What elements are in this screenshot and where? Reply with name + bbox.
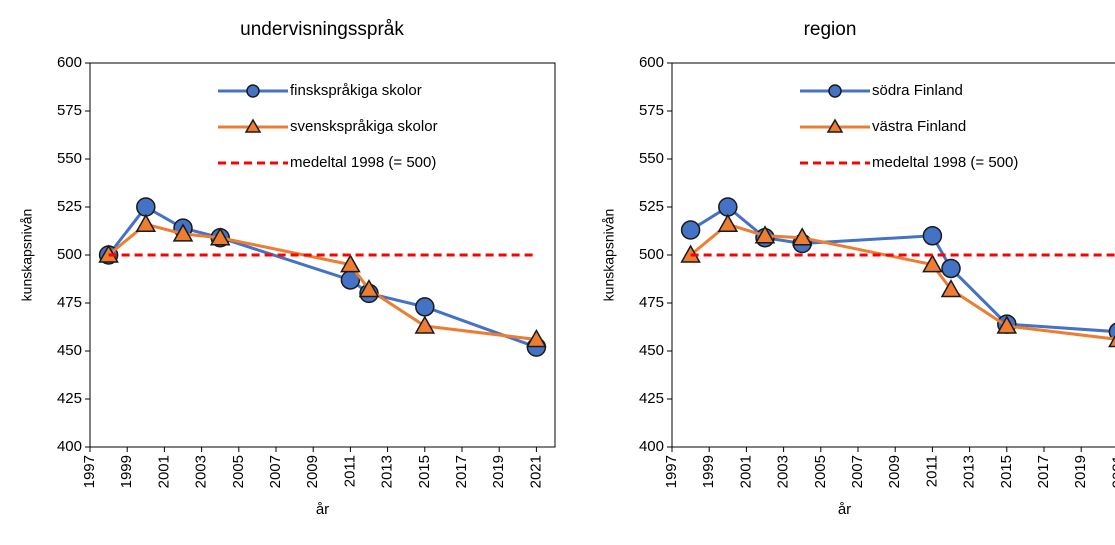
marker [414, 315, 436, 334]
legend-marker [828, 84, 842, 98]
y-tick-label: 600 [57, 54, 82, 71]
x-tick-label: 2005 [812, 455, 829, 488]
marker [791, 227, 813, 246]
marker [1108, 334, 1115, 348]
marker [415, 297, 435, 317]
y-tick-label: 425 [57, 390, 82, 407]
x-tick-label: 2013 [961, 455, 978, 488]
marker [941, 258, 961, 279]
y-tick-label: 400 [57, 438, 82, 455]
x-tick-label: 2019 [1072, 455, 1089, 488]
marker [1108, 322, 1115, 341]
y-tick-label: 525 [639, 198, 664, 215]
marker [526, 328, 547, 348]
marker [717, 213, 739, 233]
y-tick-label: 575 [57, 102, 82, 119]
marker [922, 254, 943, 273]
marker [996, 315, 1018, 334]
marker [922, 226, 943, 246]
x-tick-label: 2005 [230, 455, 247, 488]
x-tick-label: 2019 [490, 455, 507, 488]
chart-title: region [804, 19, 857, 40]
legend-marker [244, 118, 262, 133]
x-tick-label: 2013 [379, 455, 396, 488]
x-tick-label: 2009 [886, 455, 903, 488]
y-tick-label: 575 [639, 102, 664, 119]
x-tick-label: 2011 [341, 455, 358, 487]
y-tick-label: 475 [57, 294, 82, 311]
x-tick-label: 2003 [775, 455, 792, 488]
y-tick-label: 475 [639, 294, 664, 311]
y-axis-label: kunskapsnivån [19, 209, 35, 302]
legend-label: västra Finland [872, 118, 966, 135]
series-line [107, 205, 537, 349]
x-tick-label: 2021 [527, 455, 544, 488]
chart-title: undervisningsspråk [240, 19, 404, 40]
x-tick-label: 2011 [923, 455, 940, 487]
x-axis-label: år [316, 501, 329, 518]
x-tick-label: 2017 [1035, 455, 1052, 488]
x-tick-label: 1997 [663, 455, 680, 488]
y-tick-label: 450 [639, 342, 664, 359]
plot: undervisningsspråk 400 425 450 475 500 525 550 5… [19, 19, 556, 518]
legend-label: medeltal 1998 (= 500) [290, 154, 436, 171]
y-tick-label: 500 [57, 246, 82, 263]
x-tick-label: 2003 [193, 455, 210, 488]
marker [340, 254, 361, 273]
legend-marker [246, 84, 260, 98]
x-tick-label: 1999 [700, 455, 717, 488]
y-tick-label: 400 [639, 438, 664, 455]
y-tick-label: 525 [57, 198, 82, 215]
x-tick-label: 2021 [1109, 455, 1115, 488]
x-tick-label: 2015 [416, 455, 433, 488]
plot: region 400 425 450 475 500 525 550 575 600 1997 199… [601, 19, 1115, 518]
x-tick-label: 1997 [81, 455, 98, 488]
y-tick-label: 500 [639, 246, 664, 263]
marker [135, 213, 157, 233]
series-line [689, 205, 1115, 334]
x-tick-label: 2007 [267, 455, 284, 488]
x-tick-label: 2009 [304, 455, 321, 488]
x-tick-label: 2001 [737, 455, 754, 488]
x-tick-label: 1999 [118, 455, 135, 488]
x-tick-label: 2015 [998, 455, 1015, 488]
x-tick-label: 2017 [453, 455, 470, 488]
marker [209, 227, 231, 246]
series-line [689, 222, 1115, 341]
marker [172, 223, 194, 242]
legend-label: medeltal 1998 (= 500) [872, 154, 1018, 171]
x-axis-label: år [838, 501, 851, 518]
marker [718, 197, 738, 217]
y-tick-label: 450 [57, 342, 82, 359]
legend-label: södra Finland [872, 82, 963, 99]
x-tick-label: 2001 [155, 455, 172, 488]
legend-label: finskspråkiga skolor [290, 82, 422, 99]
y-tick-label: 550 [57, 150, 82, 167]
y-axis-label: kunskapsnivån [601, 209, 617, 302]
legend-label: svenskspråkiga skolor [290, 118, 438, 135]
marker [136, 197, 156, 217]
marker [940, 279, 962, 298]
y-tick-label: 600 [639, 54, 664, 71]
y-tick-label: 425 [639, 390, 664, 407]
marker [680, 220, 701, 240]
marker [754, 225, 776, 244]
marker [358, 279, 380, 298]
y-tick-label: 550 [639, 150, 664, 167]
x-tick-label: 2007 [849, 455, 866, 488]
legend-marker [826, 118, 844, 133]
